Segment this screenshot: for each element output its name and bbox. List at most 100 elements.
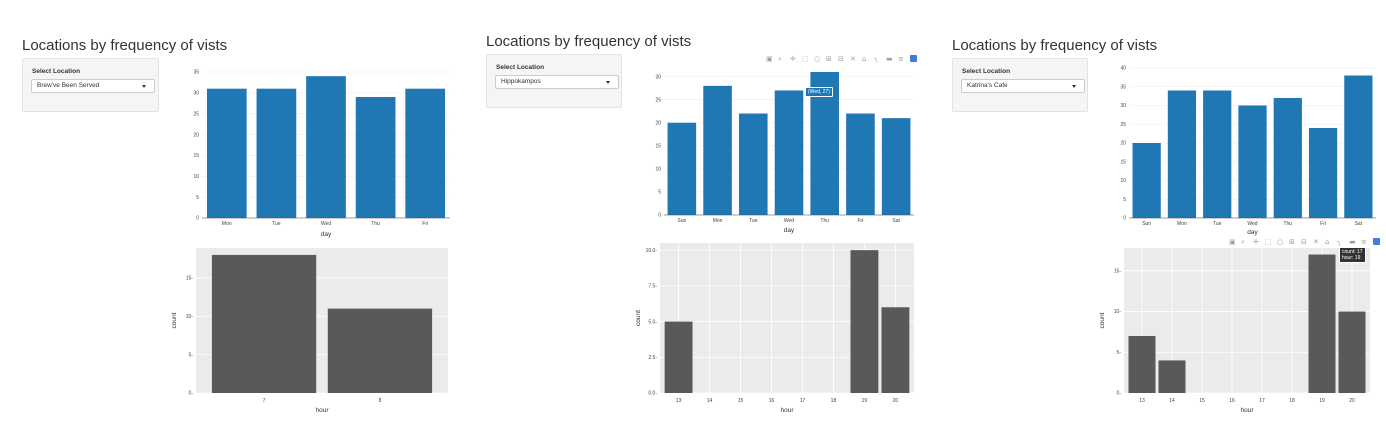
- y-tick-label: 20: [1120, 141, 1126, 147]
- location-select[interactable]: Brew've Been Served: [31, 79, 155, 93]
- y-tick-label: 10-: [1114, 309, 1122, 315]
- x-tick-label: Tue: [1213, 221, 1222, 227]
- lasso-icon[interactable]: ○: [814, 55, 821, 63]
- x-tick-label: Mon: [222, 221, 232, 227]
- x-tick-label: Sat: [1355, 221, 1363, 227]
- spike-lines-icon[interactable]: ┐: [874, 55, 879, 63]
- bar: [739, 113, 768, 215]
- autoscale-icon[interactable]: ✕: [1313, 238, 1319, 246]
- x-axis-title: day: [1247, 229, 1258, 236]
- bar: [846, 113, 875, 215]
- location-select[interactable]: Hippokampos: [495, 75, 619, 89]
- hover-compare-icon[interactable]: ≡: [1361, 238, 1367, 246]
- zoom-in-icon[interactable]: ⊞: [826, 55, 832, 63]
- zoom-in-icon[interactable]: ⊞: [1289, 238, 1295, 246]
- lasso-icon[interactable]: ○: [1277, 238, 1284, 246]
- spike-lines-icon[interactable]: ┐: [1337, 238, 1342, 246]
- x-tick-label: 15: [1199, 398, 1205, 404]
- y-tick-label: 20: [655, 120, 661, 126]
- autoscale-icon[interactable]: ✕: [850, 55, 856, 63]
- zoom-out-icon[interactable]: ⊟: [1301, 238, 1307, 246]
- zoom-icon[interactable]: ⌕: [778, 55, 782, 63]
- y-tick-label: 0: [196, 216, 199, 222]
- y-tick-label: 0-: [1117, 391, 1122, 397]
- zoom-out-icon[interactable]: ⊟: [838, 55, 844, 63]
- x-tick-label: Wed: [321, 221, 331, 227]
- camera-icon[interactable]: ▣: [766, 55, 773, 63]
- x-tick-label: 16: [769, 398, 775, 404]
- bar: [1338, 311, 1366, 393]
- bar: [256, 88, 297, 218]
- x-tick-label: Sun: [677, 218, 686, 224]
- reset-axes-icon[interactable]: ⌂: [862, 55, 867, 63]
- x-tick-label: 17: [1259, 398, 1265, 404]
- x-tick-label: 18: [831, 398, 837, 404]
- x-tick-label: 18: [1289, 398, 1295, 404]
- x-tick-label: 8: [379, 398, 382, 404]
- bar: [667, 122, 697, 215]
- hover-closest-icon[interactable]: ▬: [886, 55, 893, 63]
- day-bar-chart: 0 5 10 15 20 25 30 35 Mon Tue Wed Thu Fri day: [193, 70, 450, 238]
- y-tick-label: 10.0-: [646, 248, 658, 254]
- x-tick-label: 20: [893, 398, 899, 404]
- x-tick-label: 7: [263, 398, 266, 404]
- hover-closest-icon[interactable]: ▬: [1349, 238, 1356, 246]
- y-tick-label: 10: [655, 167, 661, 173]
- plotly-logo-icon[interactable]: [1373, 238, 1380, 245]
- bar-hover-tooltip: count: 17 hour: 19: [1339, 247, 1366, 263]
- chevron-down-icon: [1072, 85, 1076, 88]
- location-select-value: Hippokampos: [501, 78, 541, 85]
- x-tick-label: Wed: [784, 218, 794, 224]
- location-select-value: Katrina's Cafe: [967, 82, 1008, 89]
- box-select-icon[interactable]: ⬚: [802, 55, 809, 63]
- bar: [1308, 254, 1336, 393]
- plotly-logo-icon[interactable]: [910, 55, 917, 62]
- location-select[interactable]: Katrina's Cafe: [961, 79, 1085, 93]
- pan-icon[interactable]: ✛: [790, 55, 796, 63]
- x-axis-title: hour: [780, 407, 794, 414]
- x-tick-label: Thu: [1283, 221, 1292, 227]
- location-select-well: Select Location Brew've Been Served: [22, 58, 159, 112]
- y-tick-label: 20: [193, 132, 199, 138]
- y-tick-label: 5: [196, 195, 199, 201]
- hover-compare-icon[interactable]: ≡: [898, 55, 904, 63]
- reset-axes-icon[interactable]: ⌂: [1325, 238, 1330, 246]
- bar: [1238, 105, 1267, 218]
- x-axis-title: hour: [1240, 407, 1254, 414]
- pan-icon[interactable]: ✛: [1253, 238, 1259, 246]
- panel-title: Locations by frequency of vists: [486, 33, 692, 50]
- bar: [703, 85, 732, 215]
- y-tick-label: 30: [1120, 103, 1126, 109]
- bar: [327, 308, 433, 393]
- y-tick-label: 5: [1123, 197, 1126, 203]
- y-axis-title: count: [1099, 312, 1106, 328]
- x-tick-label: Sun: [1142, 221, 1151, 227]
- x-tick-label: 13: [676, 398, 682, 404]
- bar: [1203, 90, 1232, 218]
- x-axis-title: day: [784, 227, 795, 234]
- bar: [850, 250, 879, 393]
- x-tick-label: Tue: [272, 221, 281, 227]
- y-tick-label: 10: [193, 174, 199, 180]
- bar: [211, 254, 317, 393]
- modebar: ▣ ⌕ ✛ ⬚ ○ ⊞ ⊟ ✕ ⌂ ┐ ▬ ≡: [1229, 238, 1383, 246]
- x-axis-title: hour: [315, 407, 329, 414]
- y-tick-label: 30: [193, 91, 199, 97]
- chevron-down-icon: [142, 85, 146, 88]
- y-tick-label: 0: [1123, 216, 1126, 222]
- camera-icon[interactable]: ▣: [1229, 238, 1236, 246]
- y-tick-label: 15: [193, 153, 199, 159]
- select-location-label: Select Location: [962, 68, 1011, 75]
- x-tick-label: 14: [707, 398, 713, 404]
- bar: [306, 76, 346, 219]
- bar: [355, 97, 396, 218]
- x-tick-label: Wed: [1247, 221, 1257, 227]
- zoom-icon[interactable]: ⌕: [1241, 238, 1245, 246]
- x-tick-label: 14: [1169, 398, 1175, 404]
- location-select-well: Select Location Katrina's Cafe: [952, 58, 1088, 112]
- y-axis-title: count: [635, 310, 642, 326]
- box-select-icon[interactable]: ⬚: [1265, 238, 1272, 246]
- x-tick-label: 13: [1139, 398, 1145, 404]
